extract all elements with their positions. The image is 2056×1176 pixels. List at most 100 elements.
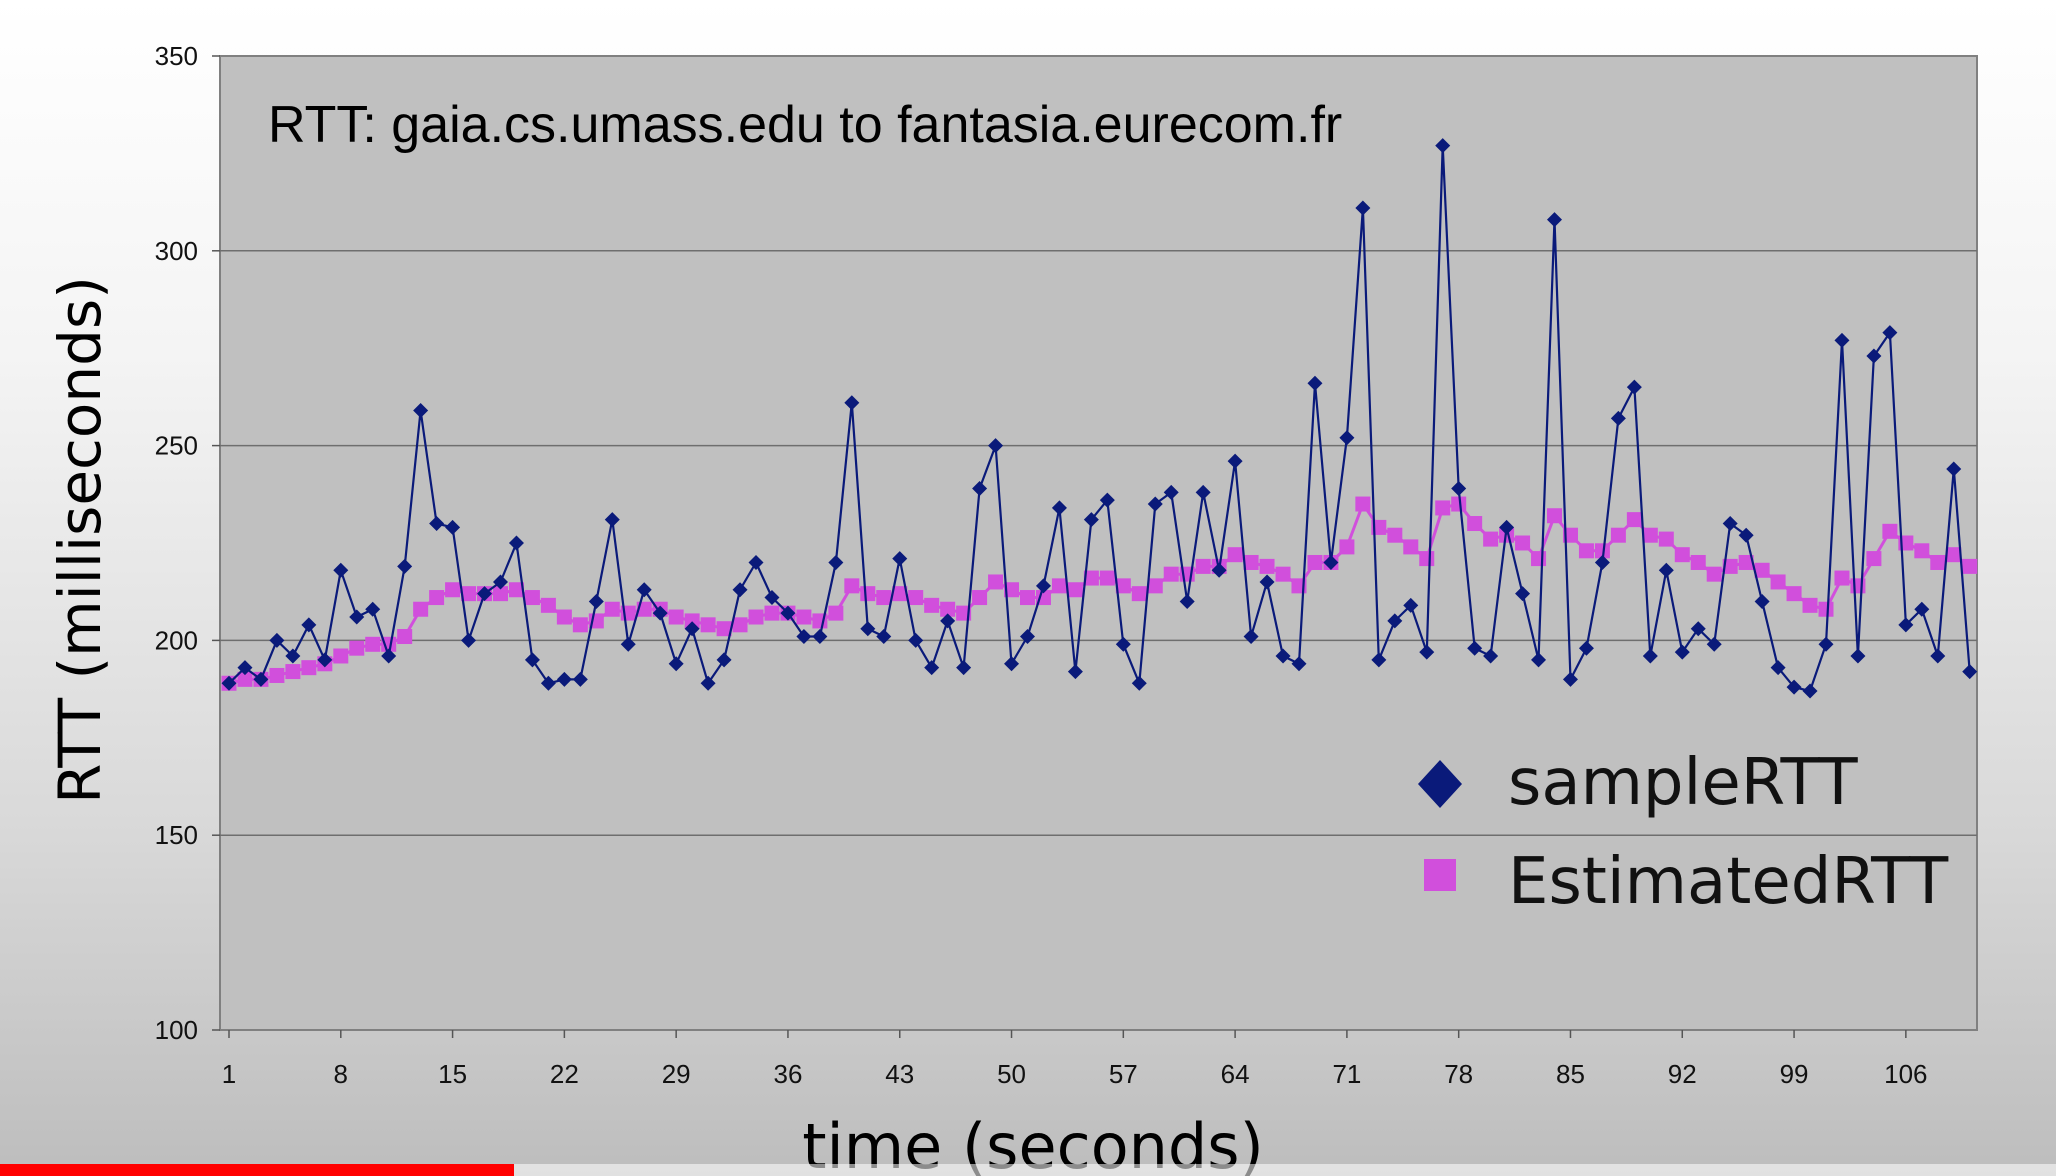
estimatedrtt-point: [445, 582, 461, 598]
samplertt-point: [1578, 640, 1594, 656]
samplertt-point: [732, 582, 748, 598]
samplertt-point: [540, 675, 556, 691]
samplertt-point: [349, 609, 365, 625]
estimatedrtt-point: [908, 590, 924, 606]
samplertt-point: [1946, 461, 1962, 477]
samplertt-point: [1499, 519, 1515, 535]
samplertt-point: [1594, 554, 1610, 570]
estimatedrtt-point: [1115, 578, 1131, 594]
estimatedrtt-point: [1051, 578, 1067, 594]
samplertt-point: [1642, 648, 1658, 664]
estimatedrtt-point: [349, 640, 365, 656]
y-tick-label: 250: [155, 431, 198, 461]
samplertt-point: [1722, 516, 1738, 532]
x-tick-label: 106: [1884, 1059, 1927, 1089]
samplertt-point: [429, 516, 445, 532]
x-tick-label: 36: [773, 1059, 802, 1089]
samplertt-point: [1275, 648, 1291, 664]
samplertt-point: [1866, 348, 1882, 364]
estimatedrtt-point: [1227, 547, 1243, 563]
legend: sampleRTT EstimatedRTT: [1418, 746, 1949, 919]
estimatedrtt-point: [828, 605, 844, 621]
samplertt-point: [908, 632, 924, 648]
samplertt-point: [892, 551, 908, 567]
x-tick-label: 85: [1556, 1059, 1585, 1089]
samplertt-point: [381, 648, 397, 664]
samplertt-point: [1674, 644, 1690, 660]
y-axis-ticks: 100 150 200 250 300 350: [155, 41, 220, 1045]
estimatedrtt-point: [700, 617, 716, 633]
y-tick-label: 200: [155, 625, 198, 655]
samplertt-point: [1435, 138, 1451, 154]
estimatedrtt-point: [1307, 554, 1323, 570]
samplertt-point: [1371, 652, 1387, 668]
y-tick-label: 100: [155, 1015, 198, 1045]
samplertt-point: [221, 675, 237, 691]
estimatedrtt-point: [1802, 597, 1818, 613]
samplertt-point: [333, 562, 349, 578]
estimatedrtt-point: [572, 617, 588, 633]
estimatedrtt-point: [1515, 535, 1531, 551]
samplertt-point: [844, 395, 860, 411]
x-tick-label: 22: [550, 1059, 579, 1089]
sampleRTT-line: [228, 144, 1971, 693]
estimatedrtt-point: [1131, 586, 1147, 602]
samplertt-point: [1738, 527, 1754, 543]
estimatedrtt-point: [492, 586, 508, 602]
estimatedrtt-point: [988, 574, 1004, 590]
estimatedrtt-point: [1083, 570, 1099, 586]
samplertt-point: [652, 605, 668, 621]
estimatedrtt-point: [1259, 558, 1275, 574]
estimatedrtt-point: [1930, 554, 1946, 570]
estimatedrtt-point: [1355, 496, 1371, 512]
estimatedrtt-point: [1738, 554, 1754, 570]
estimatedrtt-point: [860, 586, 876, 602]
x-tick-label: 99: [1780, 1059, 1809, 1089]
samplertt-point: [956, 660, 972, 676]
estimatedrtt-point: [1467, 516, 1483, 532]
samplertt-point: [1562, 671, 1578, 687]
estimatedrtt-point: [1483, 531, 1499, 547]
samplertt-point: [860, 621, 876, 637]
samplertt-point: [1882, 325, 1898, 341]
samplertt-point: [1291, 656, 1307, 672]
samplertt-point: [1754, 593, 1770, 609]
estimatedrtt-point: [1339, 539, 1355, 555]
samplertt-point: [812, 629, 828, 645]
samplertt-point: [1802, 683, 1818, 699]
samplertt-point: [1531, 652, 1547, 668]
estimatedrtt-point: [1435, 500, 1451, 516]
chart-title: RTT: gaia.cs.umass.edu to fantasia.eurec…: [268, 96, 1342, 154]
estimatedrtt-point: [301, 660, 317, 676]
samplertt-point: [1163, 484, 1179, 500]
samplertt-point: [269, 632, 285, 648]
series-sampleRTT: [221, 138, 1978, 699]
estimatedrtt-point: [1531, 551, 1547, 567]
samplertt-point: [445, 519, 461, 535]
estimatedrtt-point: [972, 590, 988, 606]
samplertt-point: [317, 652, 333, 668]
estimatedrtt-point: [1786, 586, 1802, 602]
estimatedrtt-point: [1243, 554, 1259, 570]
estimatedrtt-point: [1020, 590, 1035, 606]
estimatedrtt-point: [1962, 558, 1978, 574]
samplertt-point: [285, 648, 301, 664]
x-tick-label: 57: [1109, 1059, 1138, 1089]
samplertt-point: [1035, 578, 1051, 594]
samplertt-point: [684, 621, 700, 637]
estimatedrtt-point: [1946, 547, 1962, 563]
estimatedrtt-point: [556, 609, 572, 625]
samplertt-point: [508, 535, 524, 551]
video-progress-bar[interactable]: [0, 1164, 2056, 1176]
estimatedrtt-point: [269, 667, 285, 683]
samplertt-point: [1323, 554, 1339, 570]
x-axis-ticks: 1 8 15 22 29 36 43 50 57 64 71 78 85 92 99 106: [222, 1030, 1928, 1089]
estimatedrtt-point: [1690, 554, 1706, 570]
samplertt-point: [1131, 675, 1147, 691]
estimatedrtt-point: [668, 609, 684, 625]
samplertt-point: [1898, 617, 1914, 633]
samplertt-point: [1610, 410, 1626, 426]
samplertt-point: [1147, 496, 1163, 512]
estimatedrtt-point: [1419, 551, 1435, 567]
samplertt-point: [620, 636, 636, 652]
